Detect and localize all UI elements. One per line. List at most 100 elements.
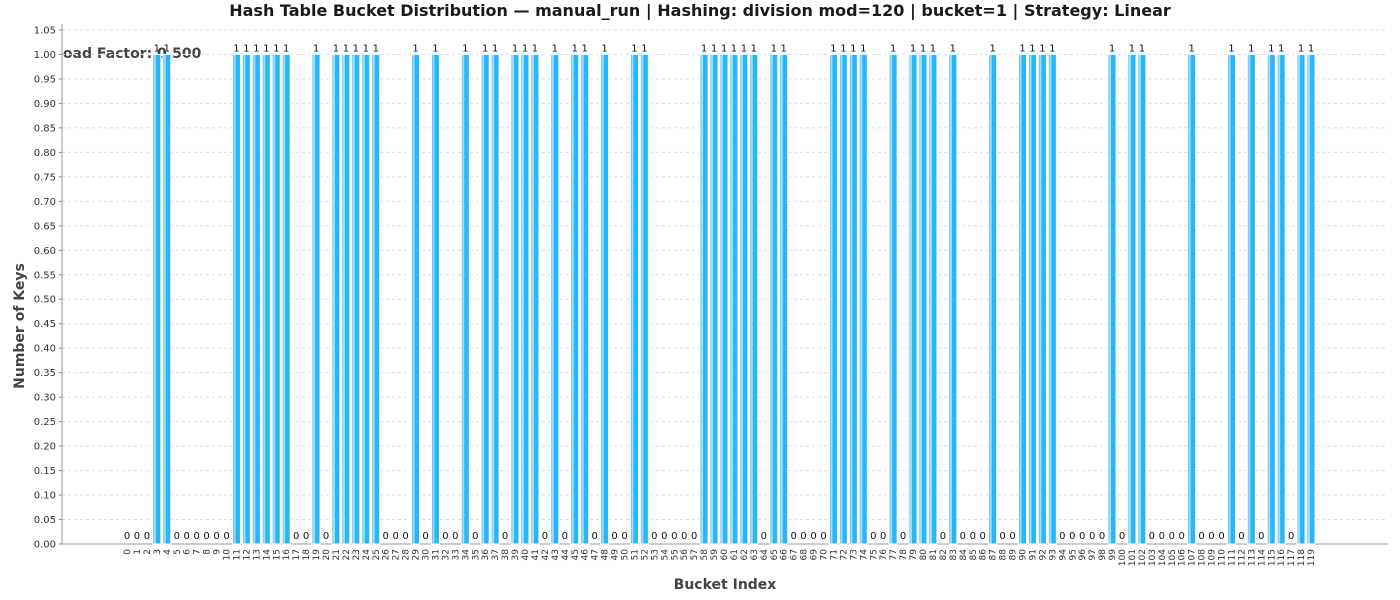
bar: [1047, 53, 1057, 545]
bar-highlight: [780, 54, 783, 544]
data-label: 1: [890, 43, 896, 54]
y-tick-label: 0.05: [34, 515, 56, 526]
data-label: 0: [661, 531, 667, 542]
bar: [1226, 53, 1236, 545]
bar-highlight: [860, 54, 863, 544]
x-tick-label: 118: [1297, 549, 1307, 566]
data-label: 1: [492, 43, 498, 54]
bar: [261, 53, 271, 545]
bar: [1276, 53, 1286, 545]
x-tick-label: 34: [461, 549, 471, 561]
y-tick-label: 0.75: [34, 172, 56, 183]
x-tick-label: 4: [163, 549, 173, 555]
data-label: 1: [552, 43, 558, 54]
data-label: 0: [1258, 531, 1264, 542]
x-tick-label: 111: [1227, 549, 1237, 566]
x-tick-label: 72: [839, 549, 849, 560]
x-tick-label: 63: [750, 549, 760, 560]
data-label: 1: [920, 43, 926, 54]
data-label: 1: [1049, 43, 1055, 54]
x-tick-label: 119: [1307, 549, 1317, 566]
data-label: 0: [472, 531, 478, 542]
data-label: 0: [611, 531, 617, 542]
data-label: 0: [1069, 531, 1075, 542]
x-tick-label: 94: [1058, 549, 1068, 561]
bar: [858, 53, 868, 545]
data-label: 1: [731, 43, 737, 54]
data-label: 0: [621, 531, 627, 542]
x-tick-label: 32: [441, 549, 451, 560]
data-label: 1: [482, 43, 488, 54]
x-tick-label: 76: [879, 549, 889, 561]
data-label: 1: [751, 43, 757, 54]
data-label: 0: [562, 531, 568, 542]
x-tick-label: 100: [1118, 549, 1128, 566]
x-tick-label: 58: [700, 549, 710, 561]
bar-highlight: [153, 54, 156, 544]
x-tick-label: 98: [1098, 549, 1108, 561]
bar: [918, 53, 928, 545]
x-tick-label: 96: [1078, 549, 1088, 561]
bar-highlight: [512, 54, 515, 544]
bar-highlight: [730, 54, 733, 544]
x-tick-label: 20: [322, 549, 332, 561]
bar-highlight: [1138, 54, 1141, 544]
data-label: 0: [940, 531, 946, 542]
data-label: 0: [1169, 531, 1175, 542]
bar-highlight: [332, 54, 335, 544]
data-label: 0: [820, 531, 826, 542]
bar-highlight: [750, 54, 753, 544]
bar: [550, 53, 560, 545]
x-tick-label: 89: [1009, 549, 1019, 561]
x-tick-label: 101: [1128, 549, 1138, 566]
y-tick-label: 0.30: [34, 393, 56, 404]
x-tick-label: 69: [810, 549, 820, 561]
bar: [888, 53, 898, 545]
bar: [908, 53, 918, 545]
x-tick-label: 41: [531, 549, 541, 560]
data-label: 1: [582, 43, 588, 54]
data-label: 0: [392, 531, 398, 542]
data-label: 0: [323, 531, 329, 542]
y-tick-label: 0.55: [34, 270, 56, 281]
x-tick-label: 10: [223, 549, 233, 561]
x-tick-label: 81: [929, 549, 939, 560]
data-label: 1: [313, 43, 319, 54]
bar-highlight: [313, 54, 316, 544]
bar: [629, 53, 639, 545]
y-tick-label: 0.70: [34, 197, 56, 208]
x-tick-label: 74: [859, 549, 869, 561]
data-label: 1: [283, 43, 289, 54]
x-tick-label: 57: [690, 549, 700, 560]
bar-highlight: [432, 54, 435, 544]
bar: [271, 53, 281, 545]
data-label: 1: [840, 43, 846, 54]
data-label: 0: [1149, 531, 1155, 542]
y-tick-label: 0.35: [34, 368, 56, 379]
y-tick-label: 0.25: [34, 417, 56, 428]
data-label: 1: [333, 43, 339, 54]
data-label: 0: [1089, 531, 1095, 542]
bar: [828, 53, 838, 545]
data-label: 0: [422, 531, 428, 542]
x-tick-label: 24: [362, 549, 372, 561]
bar-highlight: [522, 54, 524, 544]
bar-highlight: [641, 54, 644, 544]
bar: [639, 53, 649, 545]
data-label: 1: [233, 43, 239, 54]
bar-highlight: [840, 54, 843, 544]
x-tick-label: 75: [869, 549, 879, 560]
bar-highlight: [462, 54, 465, 544]
bar-highlight: [1228, 54, 1231, 544]
data-label: 0: [800, 531, 806, 542]
x-tick-label: 47: [591, 549, 601, 560]
x-tick-label: 9: [213, 549, 223, 555]
bar-highlight: [273, 54, 276, 544]
bar: [361, 53, 371, 545]
data-label: 1: [412, 43, 418, 54]
y-tick-label: 0.50: [34, 295, 56, 306]
x-tick-label: 29: [412, 549, 422, 561]
y-tick-label: 0.20: [34, 442, 56, 453]
data-label: 1: [154, 43, 160, 54]
